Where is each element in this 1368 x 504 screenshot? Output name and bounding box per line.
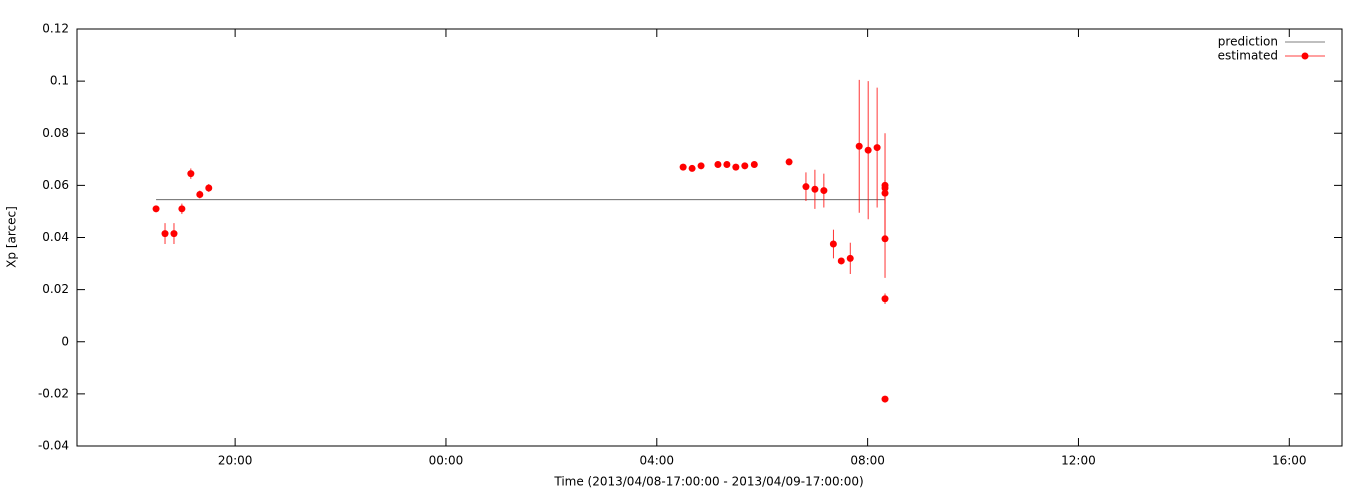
- data-point: [170, 230, 178, 238]
- y-tick-label: 0.02: [42, 282, 69, 296]
- x-tick-label: 12:00: [1061, 454, 1096, 468]
- y-tick-label: -0.02: [38, 386, 69, 400]
- data-point: [785, 158, 793, 166]
- data-point: [688, 164, 696, 172]
- data-point: [855, 142, 863, 150]
- data-point: [802, 183, 810, 191]
- legend-label: prediction: [1218, 35, 1278, 49]
- y-tick-label: 0.1: [50, 74, 69, 88]
- data-point: [178, 205, 186, 213]
- data-point: [881, 395, 889, 403]
- data-point: [741, 162, 749, 170]
- y-tick-label: 0.08: [42, 126, 69, 140]
- y-tick-label: 0.12: [42, 22, 69, 36]
- y-axis-label: Xp [arcec]: [5, 206, 19, 268]
- data-point: [820, 187, 828, 195]
- data-point: [161, 230, 169, 238]
- data-point: [837, 257, 845, 265]
- plot-frame: [76, 28, 1343, 447]
- y-tick-label: 0: [61, 334, 69, 348]
- data-point: [864, 146, 872, 154]
- data-point: [811, 185, 819, 193]
- x-axis-label: Time (2013/04/08-17:00:00 - 2013/04/09-1…: [553, 475, 863, 489]
- data-point: [873, 144, 881, 152]
- y-tick-label: 0.06: [42, 178, 69, 192]
- x-tick-label: 20:00: [218, 454, 253, 468]
- data-point: [881, 189, 889, 197]
- data-point: [723, 161, 731, 169]
- data-point: [732, 163, 740, 171]
- data-point: [714, 161, 722, 169]
- x-tick-label: 04:00: [639, 454, 674, 468]
- data-point: [750, 161, 758, 169]
- data-point: [679, 163, 687, 171]
- data-point: [187, 170, 195, 178]
- data-point: [152, 205, 160, 213]
- data-point: [846, 254, 854, 262]
- data-point: [881, 295, 889, 303]
- x-tick-label: 08:00: [850, 454, 885, 468]
- data-point: [196, 190, 204, 198]
- y-tick-label: 0.04: [42, 230, 69, 244]
- y-tick-label: -0.04: [38, 439, 69, 453]
- data-point: [829, 240, 837, 248]
- data-point: [697, 162, 705, 170]
- legend-swatch: [1301, 52, 1309, 60]
- x-tick-label: 16:00: [1272, 454, 1307, 468]
- x-tick-label: 00:00: [429, 454, 464, 468]
- data-point: [881, 235, 889, 243]
- data-point: [205, 184, 213, 192]
- legend-label: estimated: [1218, 49, 1278, 63]
